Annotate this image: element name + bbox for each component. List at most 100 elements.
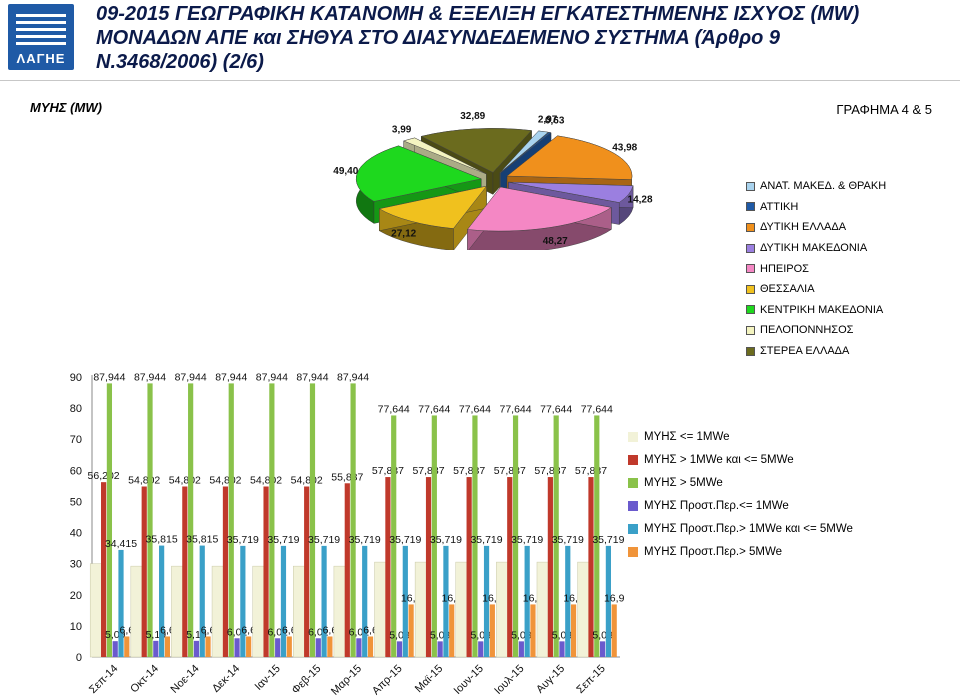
bar <box>577 561 590 658</box>
pie-data-label: 48,27 <box>543 236 568 247</box>
bar-data-label: 54,802 <box>128 475 160 487</box>
bar <box>159 545 165 657</box>
section-label: ΜΥΗΣ (MW) <box>30 100 102 115</box>
bar <box>304 486 310 657</box>
y-tick-label: 30 <box>70 559 82 571</box>
bar <box>362 545 368 657</box>
legend-label: ΔΥΤΙΚΗ ΕΛΛΑΔΑ <box>760 221 847 234</box>
bar <box>211 565 224 658</box>
bar <box>431 415 437 657</box>
pie-data-label: 2,97 <box>538 114 558 125</box>
title-line-3: Ν.3468/2006) (2/6) <box>96 51 264 73</box>
y-tick-label: 60 <box>70 465 82 477</box>
bar <box>594 415 600 657</box>
x-tick-label: Δεκ-14 <box>210 663 242 695</box>
bar <box>478 641 484 657</box>
bar <box>530 604 536 657</box>
bar <box>367 636 374 657</box>
bar-legend-entry: ΜΥΗΣ Προστ.Περ.> 5MWe <box>628 540 853 563</box>
pie-data-label: 3,99 <box>392 124 412 135</box>
bar <box>101 482 107 657</box>
pie-legend-entry: ΣΤΕΡΕΑ ΕΛΛΑΔΑ <box>746 341 886 362</box>
pie-data-label: 43,98 <box>612 142 637 153</box>
pie-slice <box>420 128 533 173</box>
pie-legend-entry: ΔΥΤΙΚΗ ΕΛΛΑΔΑ <box>746 217 886 238</box>
bar-data-label: 87,944 <box>93 371 125 383</box>
bar <box>518 641 524 657</box>
bar <box>466 477 472 657</box>
legend-swatch <box>746 264 755 274</box>
bar-data-label: 54,802 <box>250 475 282 487</box>
bar <box>599 641 606 657</box>
pie-slice <box>378 185 488 229</box>
pie-slice <box>466 186 612 232</box>
bar <box>489 604 495 657</box>
legend-label: ΜΥΗΣ Προστ.Περ.> 5MWe <box>644 546 783 559</box>
bar <box>611 604 617 657</box>
legend-swatch <box>746 243 755 253</box>
bar <box>414 561 427 658</box>
bar-data-label: 35,719 <box>552 534 584 546</box>
pie-data-label: 0,63 <box>545 116 565 127</box>
x-tick-label: Ιουν-15 <box>452 663 486 697</box>
bar-data-label: 77,644 <box>459 403 491 415</box>
pie-legend-entry: ΠΕΛΟΠΟΝΝΗΣΟΣ <box>746 320 886 341</box>
bar-data-label: 54,802 <box>169 475 201 487</box>
bar <box>286 636 292 657</box>
pie-slice <box>499 130 549 173</box>
bar-data-label: 6,6 <box>323 624 338 636</box>
legend-swatch <box>628 500 638 511</box>
bar-data-label: 35,719 <box>227 534 259 546</box>
bar <box>402 545 408 657</box>
bar <box>112 641 118 657</box>
legend-label: ΜΥΗΣ Προστ.Περ.<= 1MWe <box>644 499 789 512</box>
bar <box>118 549 124 657</box>
y-tick-label: 90 <box>70 372 82 384</box>
legend-swatch <box>746 325 755 335</box>
bar-data-label: 77,644 <box>378 403 410 415</box>
bar-data-label: 77,644 <box>581 403 613 415</box>
bar <box>309 383 316 657</box>
pie-chart: 2,970,63 43,98 14,28 48,27 27,12 49,40 3,99 32,… <box>333 111 653 250</box>
bar-data-label: 35,719 <box>267 534 299 546</box>
pie-legend-entry: ΑΝΑΤ. ΜΑΚΕΔ. & ΘΡΑΚΗ <box>746 176 886 197</box>
x-tick-label: Φεβ-15 <box>290 663 324 697</box>
bar-data-label: 77,644 <box>418 403 450 415</box>
bar <box>205 636 211 657</box>
legend-label: ΑΝΑΤ. ΜΑΚΕΔ. & ΘΡΑΚΗ <box>760 180 887 193</box>
legend-label: ΜΥΗΣ <= 1MWe <box>644 430 730 443</box>
legend-swatch <box>746 202 755 212</box>
legend-swatch <box>628 547 638 558</box>
legend-label: ΔΥΤΙΚΗ ΜΑΚΕΔΟΝΙΑ <box>760 242 868 255</box>
bar <box>153 640 159 657</box>
bar <box>280 545 287 657</box>
bar-data-label: 54,802 <box>209 475 241 487</box>
bar-data-label: 87,944 <box>296 371 328 383</box>
bar <box>106 383 113 657</box>
bar-data-label: 6,6 <box>241 624 256 636</box>
bar-legend-entry: ΜΥΗΣ <= 1MWe <box>628 425 853 448</box>
bar <box>536 561 549 658</box>
bar-data-label: 35,719 <box>389 534 421 546</box>
bar-data-label: 54,802 <box>291 475 323 487</box>
bar <box>193 640 200 657</box>
x-tick-label: Νοε-14 <box>169 663 202 696</box>
x-tick-label: Οκτ-14 <box>128 663 161 696</box>
legend-label: ΗΠΕΙΡΟΣ <box>760 262 809 275</box>
x-tick-label: Ιουλ-15 <box>492 663 526 697</box>
bar <box>455 561 468 658</box>
bar <box>130 565 143 658</box>
legend-swatch <box>746 346 755 356</box>
bar <box>344 483 350 657</box>
x-tick-label: Ιαν-15 <box>253 663 283 693</box>
bar <box>275 638 281 657</box>
bar-data-label: 6,6 <box>120 624 135 636</box>
bar <box>385 477 391 657</box>
bar-legend: ΜΥΗΣ <= 1MWe ΜΥΗΣ > 1MWe και <= 5MWe ΜΥΗΣ … <box>628 425 853 564</box>
pie-slice <box>402 137 487 175</box>
bar <box>199 545 205 657</box>
logo-text: ΛΑΓΗΕ <box>16 51 66 66</box>
bar-data-label: 77,644 <box>499 403 531 415</box>
bar <box>321 545 327 657</box>
bar-data-label: 35,719 <box>592 534 624 546</box>
